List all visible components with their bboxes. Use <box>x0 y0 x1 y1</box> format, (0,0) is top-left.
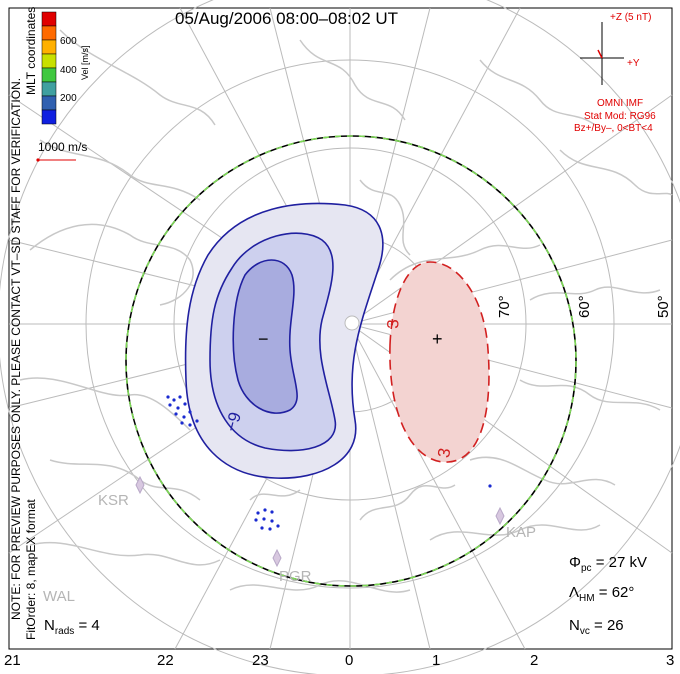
station-ksr: KSR <box>98 492 129 509</box>
mlt-hour-22: 22 <box>157 652 174 669</box>
colorbar-tick-600: 600 <box>60 36 77 47</box>
station-kap: KAP <box>506 524 537 541</box>
phi-value: = 27 kV <box>595 554 647 571</box>
plot-frame <box>8 7 673 650</box>
contour-label-positive-top: 3 <box>383 319 403 329</box>
colorbar-tick-200: 200 <box>60 93 77 104</box>
nvc-symbol: N <box>569 617 580 634</box>
imf-vector <box>597 49 603 59</box>
velocity-vectors <box>166 395 492 531</box>
map-title: 05/Aug/2006 08:00–08:02 UT <box>175 9 399 28</box>
imf-clock <box>580 22 624 85</box>
nrads-subscript: rads <box>54 626 75 637</box>
imf-condition: Bz+/By–, 0<BT<4 <box>574 123 653 134</box>
preview-note: NOTE: FOR PREVIEW PURPOSES ONLY. PLEASE … <box>9 77 23 620</box>
phi-symbol: Φ <box>569 554 581 571</box>
phi-subscript: pc <box>580 563 592 574</box>
lambda-subscript: HM <box>579 593 595 604</box>
nrads-value: = 4 <box>78 617 100 634</box>
mlt-hour-2: 2 <box>530 652 539 669</box>
imf-y-label: +Y <box>627 58 640 69</box>
mlt-coordinates-label: MLT coordinates <box>24 6 38 95</box>
mlt-hour-23: 23 <box>252 652 269 669</box>
vector-scale-dot <box>36 158 40 162</box>
imf-source: OMNI IMF <box>597 98 644 109</box>
imf-z-label: +Z (5 nT) <box>610 12 652 23</box>
stat-phi-pc: Φpc = 27 kV <box>569 554 647 574</box>
hm-boundary-dash <box>125 135 577 587</box>
lat-label-70: 70° <box>496 295 513 318</box>
station-pgr: PGR <box>279 568 312 585</box>
lat-label-60: 60° <box>576 295 593 318</box>
mlt-hour-1: 1 <box>432 652 441 669</box>
station-markers <box>135 475 505 568</box>
stat-nrads: Nrads = 4 <box>44 617 100 637</box>
positive-cell <box>389 261 490 463</box>
station-wal: WAL <box>43 588 75 605</box>
colorbar-label: Vel [m/s] <box>80 45 90 80</box>
potential-max-marker: + <box>432 329 443 349</box>
fit-order-label: FitOrder: 8, mapEX format <box>24 499 38 640</box>
mlt-hour-0: 0 <box>345 652 354 669</box>
nvc-value: = 26 <box>594 617 624 634</box>
nvc-subscript: vc <box>579 626 590 637</box>
pole-marker <box>344 315 360 331</box>
nrads-symbol: N <box>44 617 55 634</box>
vector-scale-label: 1000 m/s <box>38 140 88 154</box>
colorbar <box>41 11 57 125</box>
mlt-hour-21: 21 <box>4 652 21 669</box>
imf-model: Stat Mod: RG96 <box>584 111 656 122</box>
stat-lambda-hm: ΛHM = 62° <box>569 584 634 604</box>
mlt-hour-3: 3 <box>666 652 675 669</box>
negative-cell-inner <box>232 259 298 414</box>
potential-min-marker: − <box>258 329 269 349</box>
lambda-symbol: Λ <box>569 584 580 601</box>
colorbar-tick-400: 400 <box>60 65 77 76</box>
lambda-value: = 62° <box>598 584 635 601</box>
lat-label-50: 50° <box>655 295 672 318</box>
coastlines <box>19 29 673 593</box>
stat-nvc: Nvc = 26 <box>569 617 624 637</box>
